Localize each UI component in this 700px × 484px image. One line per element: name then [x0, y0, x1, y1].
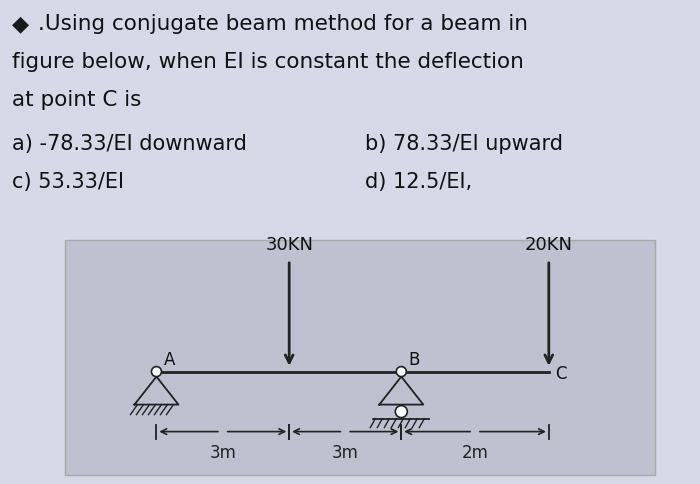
Circle shape [151, 366, 162, 377]
Text: C: C [555, 364, 566, 382]
Text: B: B [408, 350, 420, 369]
Text: 3m: 3m [332, 444, 358, 462]
Text: at point C is: at point C is [12, 90, 141, 110]
Text: d) 12.5/EI,: d) 12.5/EI, [365, 172, 472, 192]
Circle shape [395, 406, 407, 418]
Bar [65, 240, 655, 475]
Text: 2m: 2m [461, 444, 489, 462]
Text: b) 78.33/EI upward: b) 78.33/EI upward [365, 134, 563, 154]
Text: .Using conjugate beam method for a beam in: .Using conjugate beam method for a beam … [38, 14, 528, 34]
Circle shape [396, 366, 406, 377]
Text: 20KN: 20KN [525, 236, 573, 254]
Text: figure below, when EI is constant the deflection: figure below, when EI is constant the de… [12, 52, 524, 72]
Text: A: A [163, 350, 175, 369]
Text: c) 53.33/EI: c) 53.33/EI [12, 172, 124, 192]
Text: 3m: 3m [209, 444, 237, 462]
Text: ◆: ◆ [12, 14, 29, 34]
Text: 30KN: 30KN [265, 236, 313, 254]
Text: a) -78.33/EI downward: a) -78.33/EI downward [12, 134, 247, 154]
